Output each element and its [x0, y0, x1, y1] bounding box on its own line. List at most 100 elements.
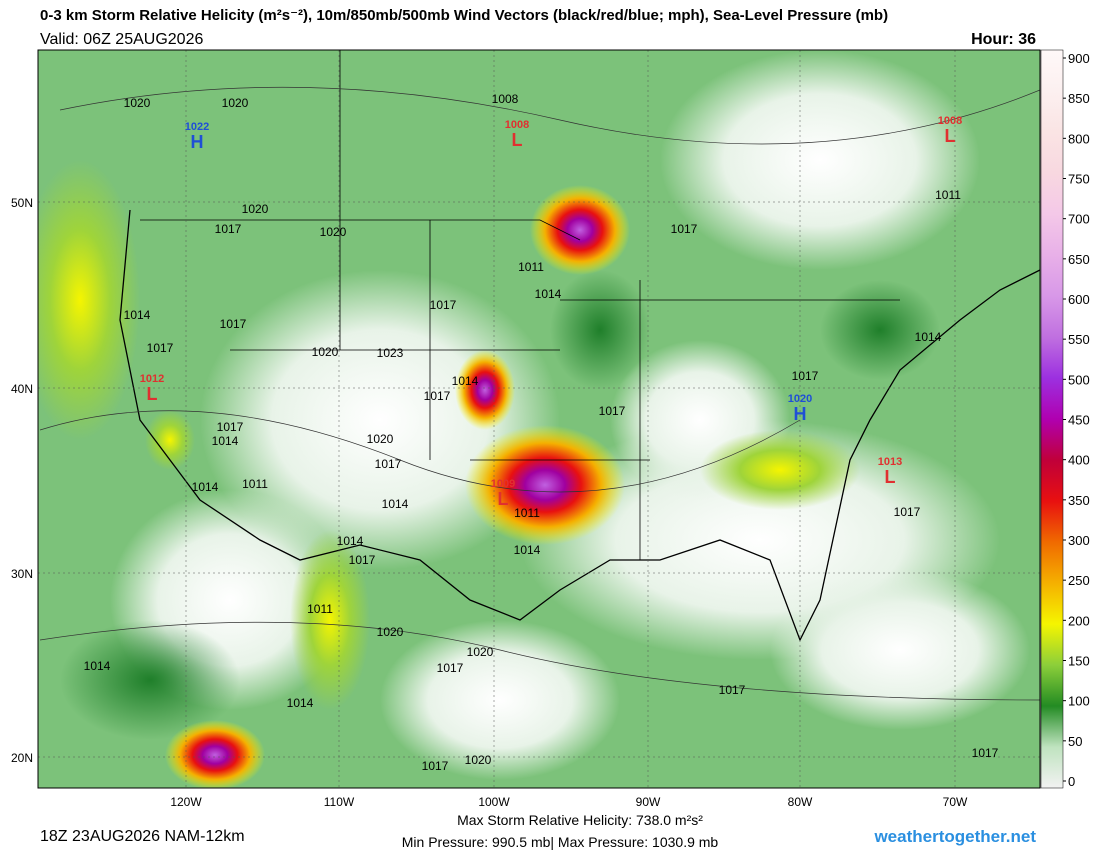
colorbar-tick-label: 400: [1068, 453, 1090, 468]
isobar-label: 1017: [424, 389, 451, 403]
pressure-center-letter: L: [147, 384, 158, 404]
isobars: [39, 86, 1040, 701]
isobar-label: 1014: [915, 330, 942, 344]
lat-label: 40N: [11, 382, 33, 396]
isobar-label: 1017: [349, 553, 376, 567]
isobar-label: 1017: [430, 298, 457, 312]
colorbar-tick-label: 850: [1068, 91, 1090, 106]
pressure-range: Min Pressure: 990.5 mb| Max Pressure: 10…: [402, 834, 719, 850]
lon-label: 110W: [324, 795, 355, 809]
colorbar-tick-label: 600: [1068, 292, 1090, 307]
pressure-center-letter: H: [191, 132, 204, 152]
map-frame: [37, 49, 1041, 789]
isobar-label: 1017: [599, 404, 626, 418]
isobar-label: 1017: [894, 505, 921, 519]
isobar-label: 1011: [518, 260, 544, 274]
isobar-label: 1011: [307, 602, 333, 616]
isobar-label: 1014: [84, 659, 111, 673]
pressure-center-value: 1012: [140, 373, 164, 385]
isobar-label: 1014: [287, 696, 314, 710]
lat-label: 30N: [11, 567, 33, 581]
pressure-center-letter: L: [512, 130, 523, 150]
isobar-label: 1014: [337, 534, 364, 548]
site-name: weathertogether.net: [873, 827, 1036, 846]
isobar-label: 1017: [422, 759, 449, 773]
isobar-label: 1014: [192, 480, 219, 494]
isobar-label: 1014: [382, 497, 409, 511]
colorbar-tick-label: 800: [1068, 131, 1090, 146]
isobar-label: 1014: [452, 374, 479, 388]
colorbar-tick-label: 250: [1068, 573, 1090, 588]
valid-time: Valid: 06Z 25AUG2026: [40, 31, 203, 48]
isobar-label: 1017: [972, 746, 999, 760]
pressure-center-value: 1009: [491, 478, 515, 490]
colorbar-tick-label: 50: [1068, 734, 1082, 749]
colorbar-tick-label: 500: [1068, 372, 1090, 387]
lat-label: 50N: [11, 196, 33, 210]
pressure-center-letter: L: [885, 467, 896, 487]
isobar-label: 1017: [671, 222, 698, 236]
colorbar-tick-label: 450: [1068, 413, 1090, 428]
colorbar-tick-label: 900: [1068, 51, 1090, 66]
isobar-label: 1020: [377, 625, 404, 639]
colorbar-tick-label: 550: [1068, 332, 1090, 347]
isobar-label: 1020: [320, 225, 347, 239]
lon-label: 70W: [943, 795, 968, 809]
isobar-label: 1014: [124, 308, 151, 322]
isobar-label: 1020: [465, 753, 492, 767]
title: 0-3 km Storm Relative Helicity (m²s⁻²), …: [40, 7, 888, 24]
colorbar-tick-label: 300: [1068, 533, 1090, 548]
map: [38, 50, 1040, 788]
colorbar-tick-label: 350: [1068, 493, 1090, 508]
pressure-center-letter: L: [945, 126, 956, 146]
lon-label: 90W: [636, 795, 661, 809]
isobar-label: 1017: [215, 222, 242, 236]
isobar-label: 1017: [375, 457, 402, 471]
isobar-label: 1020: [242, 202, 269, 216]
isobar-label: 1017: [719, 683, 746, 697]
max-helicity: Max Storm Relative Helicity: 738.0 m²s²: [457, 812, 703, 828]
isobar-label: 1011: [514, 506, 540, 520]
graticule: [38, 50, 1040, 788]
colorbar-tick-label: 700: [1068, 212, 1090, 227]
isobar-label: 1014: [514, 543, 541, 557]
pressure-center-letter: H: [794, 404, 807, 424]
coastline: [119, 209, 1040, 642]
isobar-label: 1023: [377, 346, 404, 360]
isobar-label: 1020: [312, 345, 339, 359]
isobar-label: 1020: [367, 432, 394, 446]
model-run: 18Z 23AUG2026 NAM-12km: [40, 828, 245, 845]
isobar-label: 1011: [242, 477, 268, 491]
isobar-label: 1014: [535, 287, 562, 301]
isobar-label: 1011: [935, 188, 961, 202]
forecast-hour: Hour: 36: [971, 31, 1036, 48]
isobar-label: 1020: [467, 645, 494, 659]
colorbar-tick-label: 750: [1068, 172, 1090, 187]
colorbar: [1040, 49, 1064, 789]
colorbar-tick-label: 100: [1068, 694, 1090, 709]
lon-label: 80W: [788, 795, 813, 809]
lat-label: 20N: [11, 751, 33, 765]
isobar-label: 1014: [212, 434, 239, 448]
colorbar-tick-label: 150: [1068, 654, 1090, 669]
pressure-center-value: 1013: [878, 456, 902, 468]
pressure-center-value: 1008: [938, 115, 962, 127]
isobar-label: 1017: [792, 369, 819, 383]
isobar-label: 1017: [147, 341, 174, 355]
colorbar-tick-label: 650: [1068, 252, 1090, 267]
borders: [140, 50, 900, 560]
lon-label: 100W: [478, 795, 510, 809]
pressure-center-value: 1022: [185, 121, 209, 133]
pressure-center-letter: L: [498, 489, 509, 509]
pressure-center-value: 1008: [505, 119, 529, 131]
isobar-label: 1017: [437, 661, 464, 675]
isobar-label: 1017: [217, 420, 244, 434]
colorbar-tick-label: 200: [1068, 613, 1090, 628]
lon-label: 120W: [170, 795, 202, 809]
pressure-center-value: 1020: [788, 393, 812, 405]
isobar-label: 1017: [220, 317, 247, 331]
isobar-label: 1020: [222, 96, 249, 110]
isobar-label: 1008: [492, 92, 519, 106]
